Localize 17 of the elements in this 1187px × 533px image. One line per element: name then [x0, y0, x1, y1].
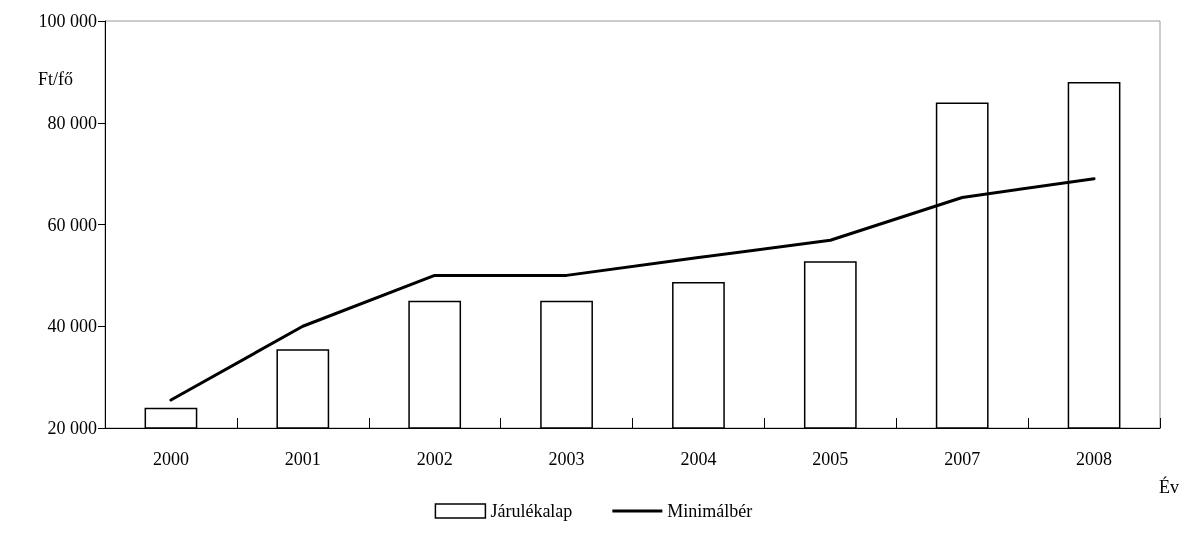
y-tick-label: 80 000 — [47, 112, 97, 133]
x-tick-label: 2000 — [152, 449, 189, 469]
y-tick-label: 40 000 — [47, 316, 97, 337]
y-axis-title: Ft/fő — [38, 69, 74, 89]
legend-label: Minimálbér — [667, 501, 753, 521]
x-tick-label: 2005 — [812, 449, 849, 469]
x-tick-label: 2007 — [944, 449, 981, 469]
x-tick-label: 2003 — [548, 449, 585, 469]
x-tick-label: 2008 — [1076, 449, 1113, 469]
x-axis-title: Év — [1159, 476, 1179, 497]
x-tick-label: 2004 — [680, 449, 717, 469]
y-tick-label: 20 000 — [47, 418, 97, 438]
x-tick-label: 2001 — [284, 449, 321, 469]
x-tick-label: 2002 — [416, 449, 453, 469]
y-tick-label: 60 000 — [47, 214, 97, 235]
y-tick-label: 100 000 — [38, 11, 97, 31]
legend-label: Járulékalap — [490, 501, 573, 521]
